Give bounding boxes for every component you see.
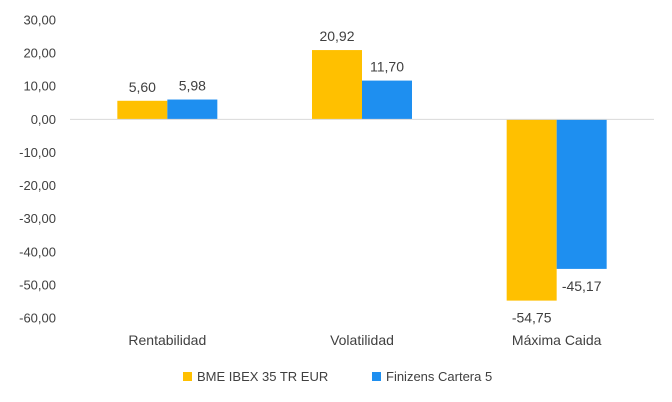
y-tick-label: -40,00 <box>19 244 56 259</box>
category-label: Rentabilidad <box>128 332 206 348</box>
y-tick-label: -10,00 <box>19 145 56 160</box>
y-tick-label: 30,00 <box>23 13 56 28</box>
bar <box>117 100 168 120</box>
bar <box>312 50 362 120</box>
data-label: -45,17 <box>562 278 602 294</box>
bars <box>117 50 607 301</box>
legend-swatch <box>183 372 192 381</box>
y-tick-label: -20,00 <box>19 178 56 193</box>
legend-label: Finizens Cartera 5 <box>386 369 492 384</box>
data-label: 5,98 <box>179 78 206 94</box>
y-axis: 30,00 20,00 10,00 0,00 -10,00 -20,00 -30,00 -40… <box>19 13 56 326</box>
bar <box>506 119 557 301</box>
bar <box>556 119 607 269</box>
legend-swatch <box>372 372 381 381</box>
data-labels: 5,60 20,92 -54,75 5,98 11,70 -45,17 <box>129 28 602 326</box>
bar <box>167 99 218 120</box>
y-tick-label: -60,00 <box>19 311 56 326</box>
y-tick-label: 10,00 <box>23 79 56 94</box>
bar <box>362 80 412 120</box>
y-tick-label: 20,00 <box>23 46 56 61</box>
y-tick-label: -50,00 <box>19 277 56 292</box>
category-label: Volatilidad <box>330 332 394 348</box>
legend-label: BME IBEX 35 TR EUR <box>197 369 328 384</box>
category-labels: Rentabilidad Volatilidad Máxima Caida <box>128 332 601 348</box>
data-label: 11,70 <box>370 59 404 75</box>
legend: BME IBEX 35 TR EUR Finizens Cartera 5 <box>183 369 492 384</box>
data-label: 5,60 <box>129 79 156 95</box>
data-label: -54,75 <box>512 310 552 326</box>
category-label: Máxima Caida <box>512 332 602 348</box>
y-tick-label: -30,00 <box>19 211 56 226</box>
y-tick-label: 0,00 <box>31 112 56 127</box>
data-label: 20,92 <box>319 28 354 44</box>
